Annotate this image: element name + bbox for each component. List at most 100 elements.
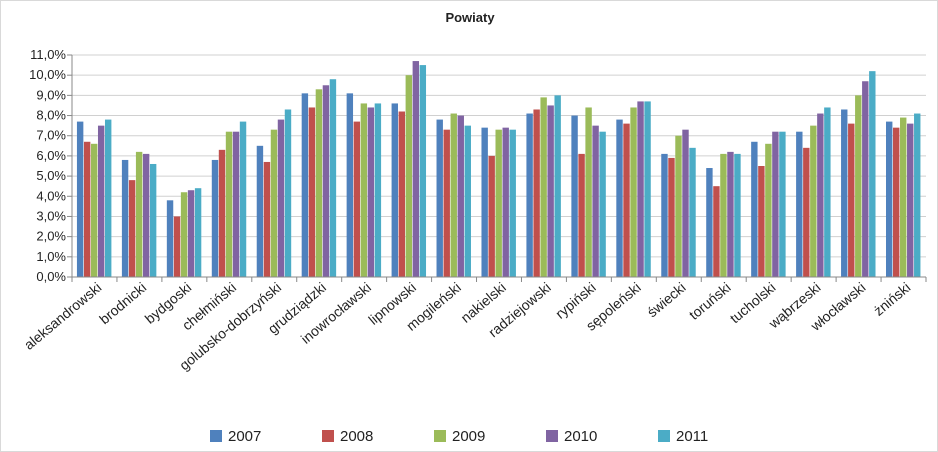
y-tick-label: 5,0% <box>36 168 66 183</box>
bar <box>142 153 150 277</box>
bar <box>270 129 278 277</box>
bar <box>398 111 405 277</box>
chart-title: Powiaty <box>445 10 495 25</box>
y-tick-label: 1,0% <box>36 249 66 264</box>
bar <box>128 180 136 277</box>
bar <box>308 107 316 277</box>
bar <box>630 107 637 277</box>
bar <box>284 109 292 278</box>
bar <box>218 149 226 277</box>
bar <box>533 109 540 278</box>
y-tick-label: 9,0% <box>36 87 66 102</box>
bar <box>322 85 330 278</box>
bar <box>644 101 651 277</box>
bar <box>502 127 509 278</box>
bar <box>585 107 592 277</box>
bar <box>509 129 516 277</box>
bar <box>526 113 533 277</box>
y-tick-label: 2,0% <box>36 229 66 244</box>
bar <box>900 117 907 277</box>
bar <box>734 153 741 277</box>
bar <box>841 109 848 278</box>
legend-swatch <box>322 430 334 442</box>
bar <box>637 101 644 277</box>
bar <box>554 95 561 277</box>
bar <box>329 79 337 277</box>
bar <box>391 103 398 277</box>
bar <box>301 93 309 277</box>
axes <box>71 55 927 282</box>
bar <box>817 113 824 277</box>
bar <box>616 119 623 277</box>
bars <box>76 61 921 278</box>
legend-label: 2009 <box>452 428 485 445</box>
legend-swatch <box>658 430 670 442</box>
bar <box>97 125 105 277</box>
bar <box>346 93 354 277</box>
bar <box>277 119 285 277</box>
bar <box>180 192 188 277</box>
bar <box>367 107 375 277</box>
bar <box>675 135 682 277</box>
bar <box>194 188 202 277</box>
bar <box>578 153 585 277</box>
legend-swatch <box>434 430 446 442</box>
bar <box>481 127 488 278</box>
bar <box>353 121 361 277</box>
bar <box>623 123 630 278</box>
bar <box>547 105 554 277</box>
legend-label: 2007 <box>228 428 261 445</box>
bar <box>495 129 502 277</box>
bar <box>374 103 382 277</box>
bar <box>706 168 713 277</box>
bar <box>599 131 606 277</box>
y-tick-label: 11,0% <box>30 47 66 62</box>
bar <box>713 186 720 277</box>
bar <box>187 190 195 277</box>
bar <box>886 121 893 277</box>
bar <box>443 129 450 277</box>
bar <box>907 123 914 278</box>
legend-label: 2011 <box>676 428 708 445</box>
bar <box>239 121 247 277</box>
bar <box>862 81 869 278</box>
bar <box>360 103 368 277</box>
bar <box>121 159 129 277</box>
y-tick-label: 4,0% <box>36 188 66 203</box>
bar <box>104 119 112 277</box>
y-tick-label: 6,0% <box>36 148 66 163</box>
bar <box>765 143 772 277</box>
bar <box>315 89 323 277</box>
legend-label: 2010 <box>564 428 597 445</box>
bar <box>810 125 817 277</box>
bar <box>796 131 803 277</box>
bar <box>893 127 900 278</box>
bar <box>727 151 734 277</box>
bar <box>661 153 668 277</box>
y-tick-label: 3,0% <box>36 208 66 223</box>
bar <box>135 151 143 277</box>
bar <box>803 147 810 277</box>
bar <box>405 75 413 278</box>
y-axis-ticks: 0,0% 1,0% 2,0% 3,0% 4,0% 5,0% 6,0% 7,0% 8,0% 9,0%… <box>29 47 72 284</box>
bar <box>720 153 727 277</box>
legend-swatch <box>210 430 222 442</box>
bar <box>211 159 219 277</box>
bar <box>76 121 84 277</box>
bar <box>488 155 495 277</box>
y-tick-label: 7,0% <box>36 128 66 143</box>
bar <box>689 147 696 277</box>
y-tick-label: 0,0% <box>36 269 66 284</box>
bar <box>571 115 578 277</box>
bar <box>149 163 157 277</box>
bar <box>751 141 758 277</box>
bar <box>779 131 786 277</box>
bar <box>668 157 675 277</box>
bar <box>464 125 471 277</box>
bar <box>540 97 547 277</box>
bar <box>83 141 91 277</box>
legend-label: 2008 <box>340 428 373 445</box>
bar <box>869 71 876 278</box>
